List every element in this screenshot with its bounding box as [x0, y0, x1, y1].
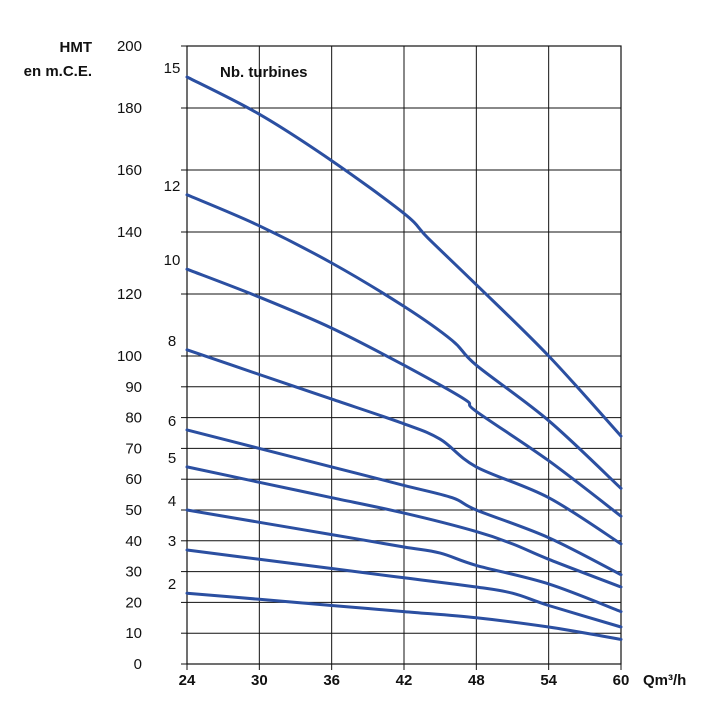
- y-axis-title-line2: en m.C.E.: [24, 63, 92, 80]
- legend-title: Nb. turbines: [220, 64, 308, 81]
- x-tick-label: 60: [613, 672, 630, 689]
- y-tick-labels: 0 10 20 30 40 50 60 70 80 90 100 120 140 160 180 200: [117, 38, 142, 673]
- series-label-15: 15: [164, 60, 181, 77]
- curve-4-turbines: [185, 508, 623, 614]
- y-tick-label: 20: [125, 594, 142, 611]
- curve-5-turbines: [185, 465, 623, 589]
- y-tick-label: 120: [117, 286, 142, 303]
- y-tick-label: 60: [125, 471, 142, 488]
- y-tick-label: 160: [117, 162, 142, 179]
- curve-6-turbines: [185, 428, 623, 577]
- curve-2-turbines: [185, 591, 623, 641]
- x-tick-labels: 24 30 36 42 48 54 60: [179, 672, 630, 689]
- y-tick-label: 80: [125, 410, 142, 427]
- y-tick-label: 10: [125, 625, 142, 642]
- series-label-2: 2: [168, 576, 176, 593]
- curve-10-turbines: [185, 267, 623, 518]
- y-tick-label: 100: [117, 348, 142, 365]
- x-tick-label: 24: [179, 672, 196, 689]
- curve-12-turbines: [185, 193, 623, 490]
- curve-15-turbines: [185, 75, 623, 438]
- curve-8-turbines: [185, 348, 623, 546]
- y-tick-label: 200: [117, 38, 142, 55]
- y-tick-label: 180: [117, 100, 142, 117]
- x-axis-title: Qm³/h: [643, 672, 686, 689]
- y-tick-label: 90: [125, 379, 142, 396]
- series-label-12: 12: [164, 178, 181, 195]
- y-tick-label: 0: [134, 656, 142, 673]
- x-tick-label: 54: [540, 672, 557, 689]
- y-axis-title-line1: HMT: [60, 39, 93, 56]
- x-tick-label: 30: [251, 672, 268, 689]
- x-tick-label: 48: [468, 672, 485, 689]
- series-label-5: 5: [168, 450, 176, 467]
- y-tick-label: 30: [125, 564, 142, 581]
- series-label-4: 4: [168, 493, 176, 510]
- series-label-8: 8: [168, 333, 176, 350]
- x-tick-label: 42: [396, 672, 413, 689]
- series-labels: 15 12 10 8 6 5 4 3 2: [164, 60, 181, 593]
- curve-3-turbines: [185, 548, 623, 629]
- curves: [185, 75, 623, 641]
- y-tick-label: 50: [125, 502, 142, 519]
- y-tick-label: 140: [117, 224, 142, 241]
- series-label-3: 3: [168, 533, 176, 550]
- x-tick-label: 36: [323, 672, 340, 689]
- series-label-10: 10: [164, 252, 181, 269]
- y-tick-label: 40: [125, 533, 142, 550]
- y-tick-label: 70: [125, 440, 142, 457]
- series-label-6: 6: [168, 413, 176, 430]
